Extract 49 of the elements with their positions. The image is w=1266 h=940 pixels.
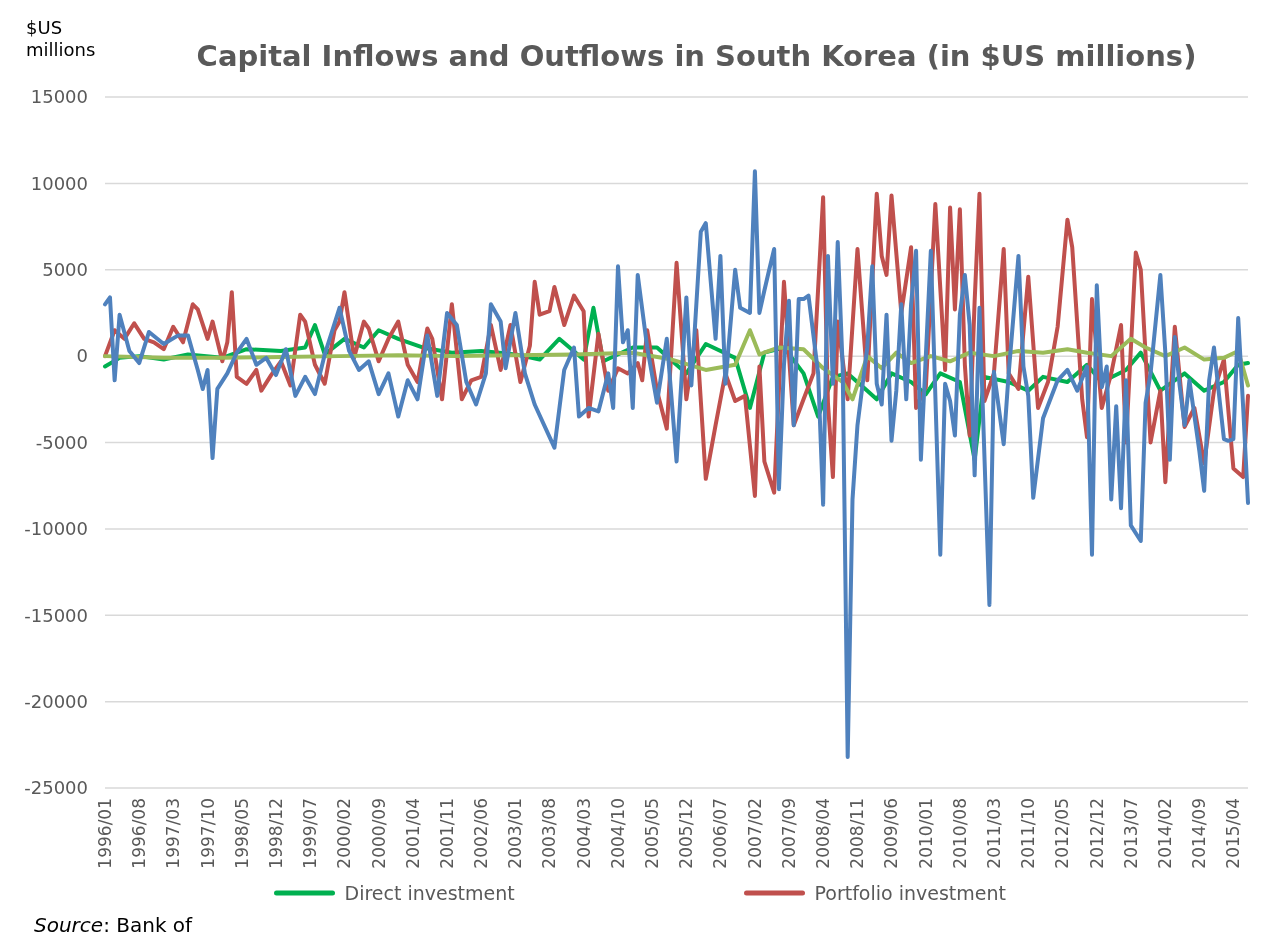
y-axis-title: $US millions [26, 17, 96, 60]
x-tick-label: 1998/05 [231, 798, 252, 869]
x-tick-label: 1997/10 [197, 798, 218, 869]
x-tick-label: 1996/01 [94, 798, 115, 869]
x-tick-label: 2002/06 [471, 798, 492, 869]
y-tick-label: -25000 [24, 777, 88, 799]
x-tick-label: 2015/04 [1223, 798, 1244, 869]
x-tick-label: 2005/05 [641, 798, 662, 869]
x-tick-label: 2008/11 [847, 798, 868, 869]
x-tick-label: 2012/12 [1086, 798, 1107, 869]
x-tick-label: 2009/06 [881, 798, 902, 869]
y-tick-label: 0 [76, 345, 88, 367]
legend-label: Direct investment [344, 881, 515, 904]
legend-label: Portfolio investment [814, 881, 1006, 904]
x-tick-label: 2006/07 [710, 798, 731, 869]
x-tick-label: 2008/04 [813, 798, 834, 869]
source-note: Source: Bank of [34, 913, 194, 937]
x-tick-label: 2004/10 [607, 798, 628, 869]
x-tick-label: 2014/09 [1189, 798, 1210, 869]
x-tick-label: 2001/04 [402, 798, 423, 869]
x-tick-label: 2010/01 [915, 798, 936, 869]
x-tick-label: 2000/02 [334, 798, 355, 869]
x-tick-label: 2012/05 [1052, 798, 1073, 869]
y-tick-label: -10000 [24, 518, 88, 540]
line-series [103, 169, 1250, 759]
x-tick-label: 2003/08 [539, 798, 560, 869]
y-tick-label: -15000 [24, 604, 88, 626]
x-tick-label: 2011/03 [983, 798, 1004, 869]
x-tick-label: 1999/07 [299, 798, 320, 869]
x-tick-label: 2007/09 [778, 798, 799, 869]
x-tick-label: 1997/03 [163, 798, 184, 869]
y-tick-label: -20000 [24, 690, 88, 712]
x-tick-label: 2004/03 [573, 798, 594, 869]
x-tick-label: 2000/09 [368, 798, 389, 869]
x-tick-label: 1996/08 [129, 798, 150, 869]
x-tick-label: 2005/12 [676, 798, 697, 869]
x-tick-label: 2001/11 [437, 798, 457, 869]
y-tick-label: -5000 [35, 431, 88, 453]
x-tick-label: 1998/12 [265, 798, 286, 869]
x-tick-label: 2010/08 [949, 798, 970, 869]
x-tick-label: 2007/02 [744, 798, 765, 869]
x-tick-label: 2003/01 [505, 798, 526, 869]
y-tick-label: 10000 [30, 172, 88, 194]
x-tick-label: 2011/10 [1018, 798, 1039, 869]
x-tick-label: 2013/07 [1120, 798, 1141, 869]
x-tick-label: 2014/02 [1155, 798, 1176, 869]
chart-title: Capital Inflows and Outflows in South Korea (in $US millions) [196, 39, 1197, 73]
y-tick-label: 15000 [30, 86, 88, 108]
y-tick-label: 5000 [42, 259, 88, 281]
